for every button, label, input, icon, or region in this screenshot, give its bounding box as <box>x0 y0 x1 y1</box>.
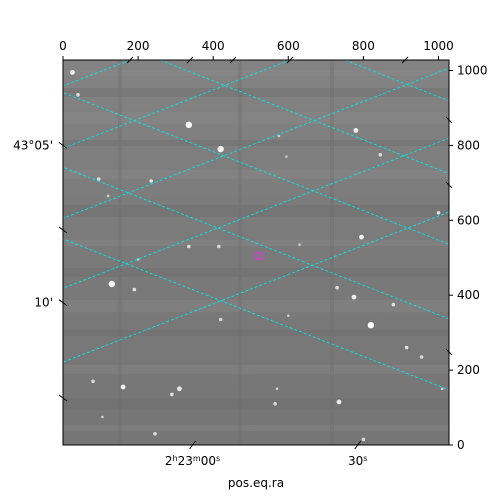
world-tick <box>229 56 237 64</box>
sky-background <box>63 60 449 445</box>
world-tick <box>286 56 294 64</box>
y-right-tick-label: 600 <box>457 213 480 227</box>
star <box>218 317 223 322</box>
star <box>70 70 75 75</box>
star <box>367 322 375 329</box>
y-right-tick-label: 0 <box>457 438 465 452</box>
star <box>277 134 281 138</box>
axis-ticks: 0 200 400 600 800 1000 0 200 400 600 800 1000 2h23m0… <box>13 39 487 468</box>
ra-tick <box>354 440 362 450</box>
dec-tick-label: 43°05' <box>13 138 53 152</box>
star <box>440 387 444 391</box>
band-stripe <box>63 398 449 410</box>
star <box>106 194 110 198</box>
world-tick <box>186 56 194 64</box>
x-top-tick-label: 800 <box>352 39 375 53</box>
x-top-tick-label: 400 <box>202 39 225 53</box>
band-stripe <box>63 140 449 146</box>
target-marker <box>254 251 264 261</box>
star <box>153 432 157 436</box>
star <box>120 384 126 390</box>
band-stripe <box>63 300 449 312</box>
band-stripe <box>63 88 449 97</box>
y-right-tick-label: 400 <box>457 288 480 302</box>
star <box>436 211 441 215</box>
star <box>101 415 104 419</box>
star <box>96 177 101 181</box>
star <box>335 285 339 290</box>
star <box>353 127 359 133</box>
grid-line <box>63 137 449 289</box>
world-tick <box>58 226 68 234</box>
band-column <box>118 60 122 445</box>
band-stripe <box>63 112 449 124</box>
dec-tick-label: 10' <box>34 296 53 310</box>
star <box>217 244 221 249</box>
grid-line <box>63 92 449 245</box>
plot-area <box>63 60 449 445</box>
star <box>136 258 140 261</box>
star <box>359 234 364 240</box>
world-tick <box>445 181 453 189</box>
star <box>419 355 424 359</box>
star <box>91 379 95 384</box>
world-tick <box>445 116 453 124</box>
grid-line <box>63 67 449 219</box>
star <box>273 402 277 406</box>
grid-line <box>63 238 449 391</box>
star <box>275 387 279 391</box>
band-stripe <box>63 365 449 374</box>
x-top-tick-label: 0 <box>59 39 67 53</box>
world-tick <box>58 394 68 402</box>
star <box>108 280 116 288</box>
ra-tick <box>189 440 196 450</box>
star <box>287 314 290 318</box>
star <box>217 145 224 153</box>
band-stripe <box>63 205 449 217</box>
star <box>404 345 409 350</box>
star <box>361 437 366 442</box>
star <box>298 243 301 246</box>
star <box>149 179 153 183</box>
grid-line <box>159 60 449 175</box>
star <box>177 386 182 392</box>
y-right-tick-label: 800 <box>457 138 480 152</box>
ra-tick-label: 30s <box>348 454 367 469</box>
dec-tick <box>58 299 68 307</box>
y-right-tick-label: 200 <box>457 363 480 377</box>
star <box>132 287 137 292</box>
band-column <box>238 60 242 445</box>
band-stripe <box>63 330 449 336</box>
star <box>76 93 80 97</box>
star <box>351 294 357 300</box>
dec-tick <box>58 141 68 149</box>
band-column <box>330 60 334 445</box>
band-stripe <box>63 425 449 431</box>
plot-frame <box>62 59 450 446</box>
grid-line <box>63 211 449 363</box>
x-axis-label: pos.eq.ra <box>228 476 284 490</box>
star <box>187 244 191 249</box>
star <box>336 399 342 405</box>
world-tick <box>445 348 453 356</box>
ra-tick-label: 2h23m00s <box>165 454 220 469</box>
grid-line <box>63 166 449 320</box>
world-tick <box>401 56 409 64</box>
band-stripe <box>63 268 449 277</box>
band-stripe <box>63 170 449 179</box>
y-right-tick-label: 1000 <box>457 63 488 77</box>
grid-line <box>63 60 291 149</box>
coordinate-grid <box>63 60 449 391</box>
x-top-tick-label: 1000 <box>423 39 454 53</box>
x-top-tick-label: 200 <box>127 39 150 53</box>
star <box>170 392 174 397</box>
star <box>391 302 396 307</box>
star <box>285 155 288 158</box>
star <box>378 153 383 157</box>
x-top-tick-label: 600 <box>277 39 300 53</box>
star-field <box>70 70 444 442</box>
star <box>185 121 192 128</box>
world-tick <box>126 56 134 64</box>
